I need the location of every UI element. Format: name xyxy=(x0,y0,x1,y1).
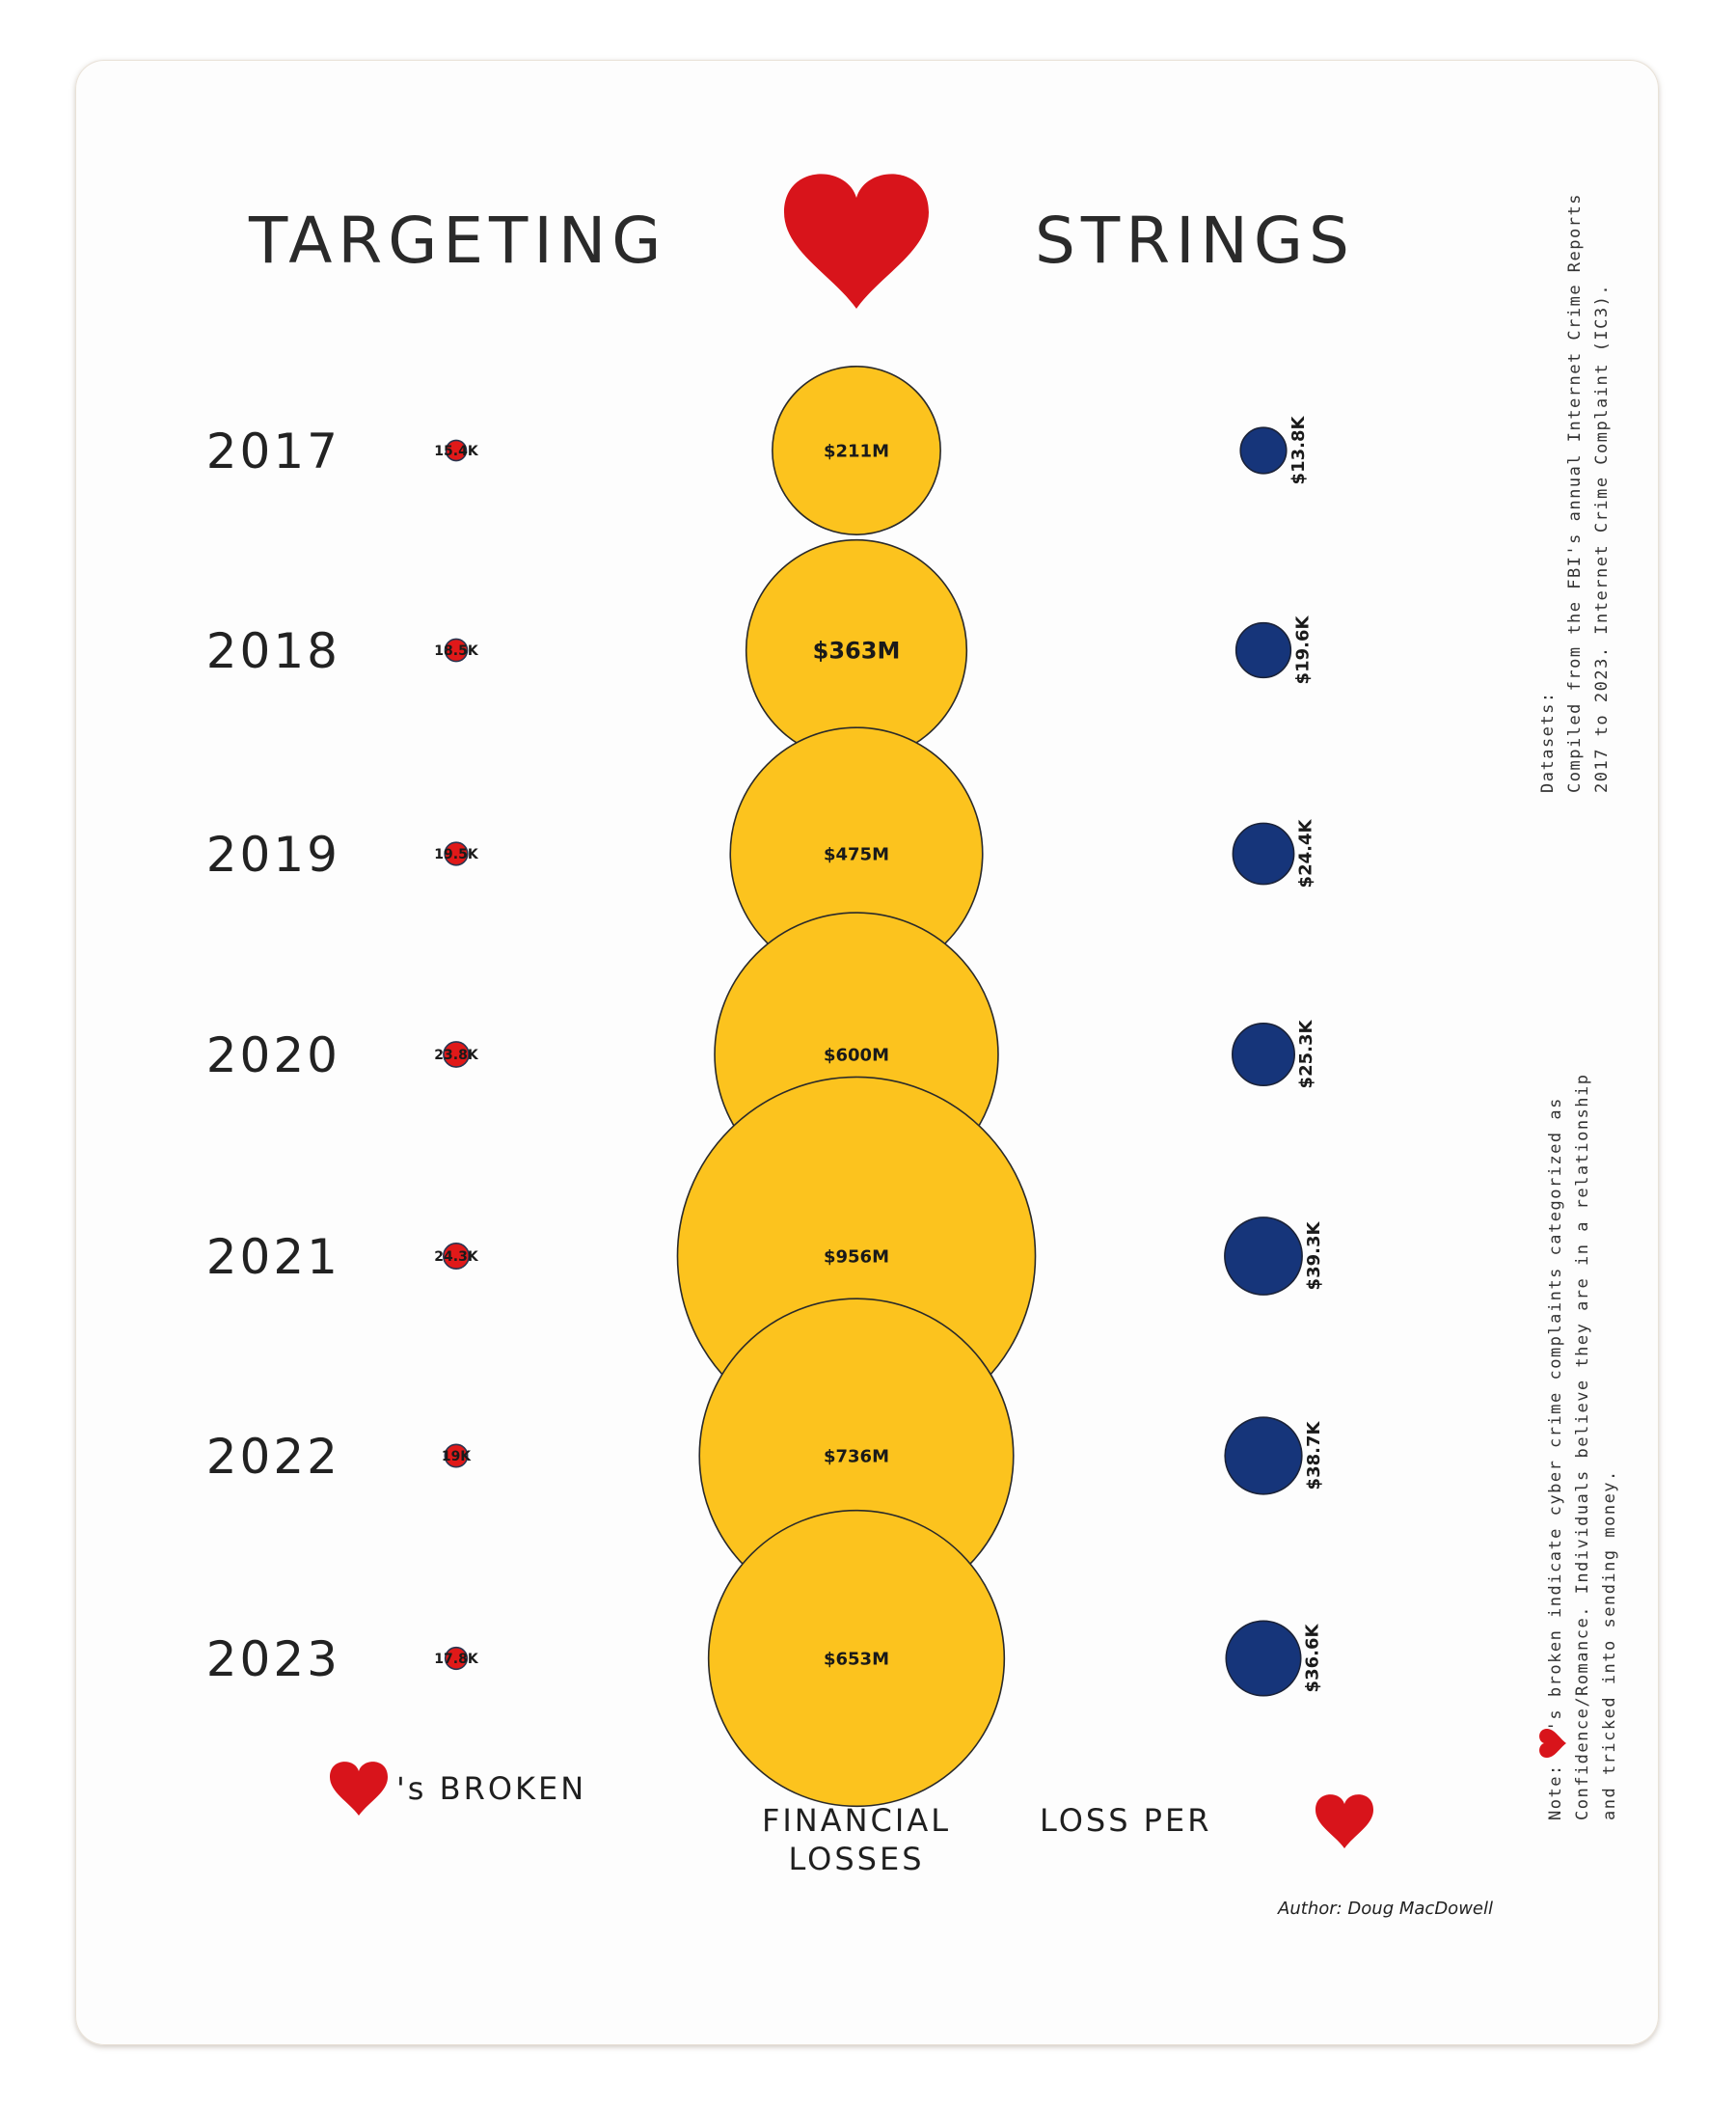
loss-per-value-label: $13.8K xyxy=(1288,416,1309,485)
losses-value-label: $653M xyxy=(824,1649,889,1669)
datasets-line3: 2017 to 2023. Internet Crime Complaint (… xyxy=(1592,284,1612,793)
broken-value-label: 15.4K xyxy=(434,444,479,459)
loss-per-value-label: $25.3K xyxy=(1296,1020,1316,1089)
broken-bubble xyxy=(444,1443,469,1468)
broken-bubble xyxy=(443,1041,470,1068)
year-labels: 2017 2018 2019 2020 2021 2022 2023 xyxy=(206,424,340,1687)
caption-losses-line2: LOSSES xyxy=(788,1841,924,1877)
bubble-chart: TARGETING STRINGS 2017201820192020202120… xyxy=(206,174,1619,1919)
note-line1: Note:'s broken indicate cyber crime comp… xyxy=(1546,1097,1565,1820)
loss_per-bubble xyxy=(1225,1620,1302,1697)
author-credit: Author: Doug MacDowell xyxy=(1277,1899,1493,1919)
loss_per-bubble xyxy=(1234,621,1292,679)
note-heart-icon xyxy=(1539,1729,1566,1758)
note-line2: Confidence/Romance. Individuals believe … xyxy=(1573,1073,1592,1820)
caption-losses-line1: FINANCIAL xyxy=(762,1802,951,1839)
datasets-line2: Compiled from the FBI's annual Internet … xyxy=(1565,193,1585,793)
losses-bubble xyxy=(707,1509,1006,1808)
loss-per-value-label: $36.6K xyxy=(1303,1624,1323,1693)
title-heart-icon xyxy=(784,174,929,309)
title-left: TARGETING xyxy=(248,204,666,278)
broken-value-label: 24.3K xyxy=(434,1249,479,1265)
losses-value-label: $956M xyxy=(824,1246,889,1267)
year-label: 2019 xyxy=(206,827,340,883)
loss-per-value-label: $39.3K xyxy=(1304,1221,1324,1291)
broken-value-label: 19.5K xyxy=(434,847,479,862)
note-line3: and tricked into sending money. xyxy=(1600,1469,1619,1820)
loss_per-bubble xyxy=(1224,1217,1303,1296)
loss-per-value-label: $24.4K xyxy=(1296,819,1316,888)
caption-broken: 's BROKEN xyxy=(396,1770,586,1807)
losses-value-label: $736M xyxy=(824,1446,889,1466)
losses-value-label: $475M xyxy=(824,844,889,864)
broken-value-label: 18.5K xyxy=(434,643,479,659)
caption-loss-per: LOSS PER xyxy=(1040,1802,1211,1839)
loss_per-bubble xyxy=(1224,1416,1303,1495)
loss-per-value-label: $38.7K xyxy=(1304,1421,1324,1490)
datasets-line1: Datasets: xyxy=(1538,691,1558,793)
losses-bubble xyxy=(772,366,941,535)
poster-board: TARGETING STRINGS 2017 2018 2019 2020 2021 20… xyxy=(75,60,1659,2045)
broken-value-label: 17.8K xyxy=(434,1652,479,1667)
broken-bubble xyxy=(444,841,469,866)
year-label: 2021 xyxy=(206,1229,340,1285)
caption-heart-icon xyxy=(330,1762,388,1816)
bubbles: 15.4K 18.5K 19.5K 23.8K 24.3K 19K 17.8K $211M $3… xyxy=(434,366,1324,1808)
losses-value-label: $600M xyxy=(824,1045,889,1065)
year-label: 2020 xyxy=(206,1027,340,1083)
loss_per-bubble xyxy=(1232,1023,1295,1086)
broken-bubble xyxy=(442,1242,471,1271)
year-label: 2018 xyxy=(206,623,340,679)
year-label: 2023 xyxy=(206,1631,340,1687)
broken-bubble xyxy=(444,638,469,663)
losses-value-label: $211M xyxy=(824,441,889,461)
caption-loss-per-heart-icon xyxy=(1316,1794,1373,1848)
broken-value-label: 23.8K xyxy=(434,1048,479,1063)
losses-value-label: $363M xyxy=(813,638,901,665)
broken-bubble xyxy=(444,1646,469,1671)
year-label: 2022 xyxy=(206,1429,340,1485)
loss-per-value-label: $19.6K xyxy=(1292,615,1313,685)
year-label: 2017 xyxy=(206,424,340,479)
loss_per-bubble xyxy=(1232,822,1295,886)
broken-bubble xyxy=(445,439,468,462)
romance-note: Note:'s broken indicate cyber crime comp… xyxy=(1539,1073,1619,1820)
datasets-note: Datasets: Compiled from the FBI's annual… xyxy=(1538,193,1612,793)
loss_per-bubble xyxy=(1239,426,1288,475)
title-right: STRINGS xyxy=(1035,204,1355,278)
broken-value-label: 19K xyxy=(442,1449,472,1464)
